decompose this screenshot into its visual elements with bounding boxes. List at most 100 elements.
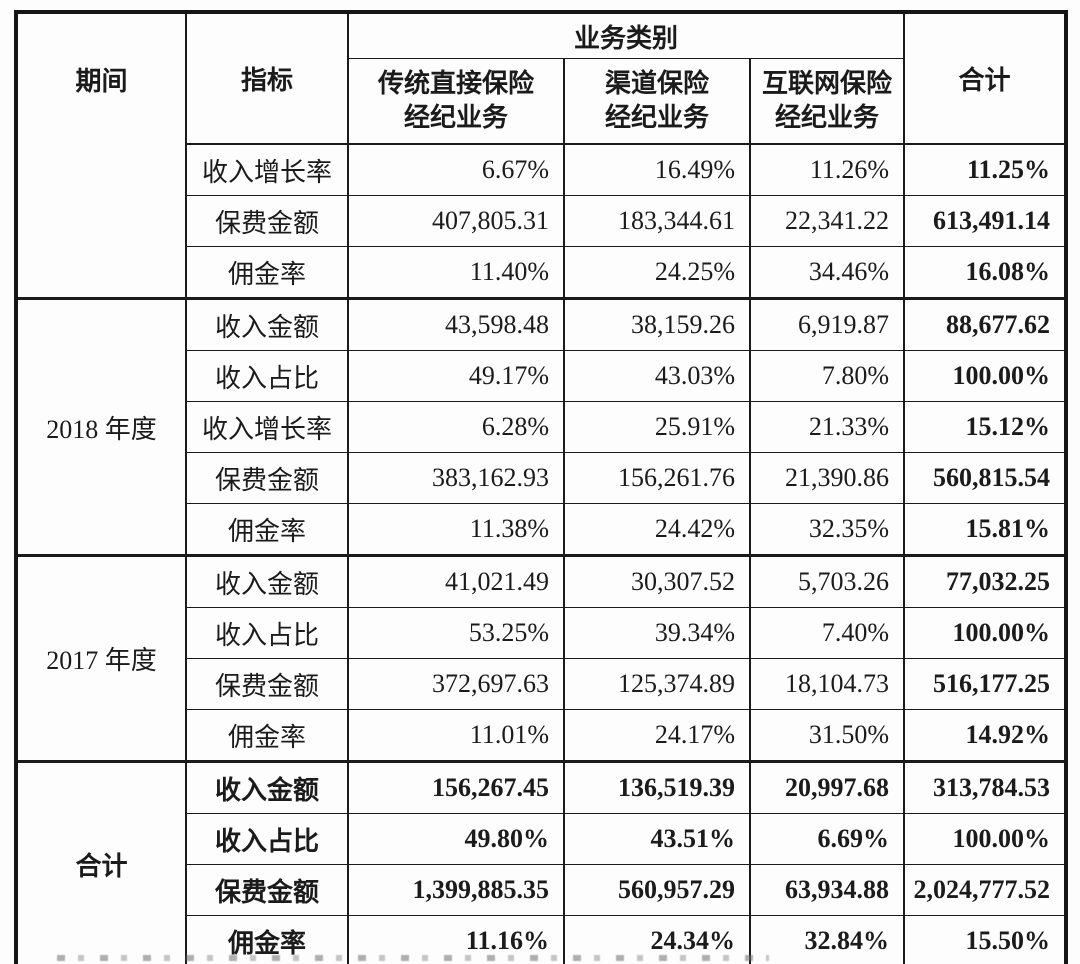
total-cell: 15.12%	[903, 401, 1068, 453]
value-cell: 6.28%	[347, 401, 565, 453]
value-cell: 43.03%	[563, 350, 751, 402]
value-cell: 11.26%	[748, 143, 906, 196]
table-row: 保费金额 383,162.93 156,261.76 21,390.86 560…	[16, 452, 1068, 504]
value-cell: 18,104.73	[748, 658, 906, 710]
value-cell: 25.91%	[563, 401, 751, 453]
header-col-traditional: 传统直接保险 经纪业务	[347, 58, 565, 145]
section-2018: 2018 年度 收入金额 43,598.48 38,159.26 6,919.8…	[15, 297, 1068, 556]
total-cell: 14.92%	[903, 709, 1068, 762]
table-row: 2018 年度 收入金额 43,598.48 38,159.26 6,919.8…	[15, 297, 1068, 556]
row-label: 收入增长率	[185, 143, 349, 196]
value-cell: 20,997.68	[748, 760, 906, 814]
value-cell: 63,934.88	[748, 864, 906, 916]
table-row: 收入占比 53.25% 39.34% 7.40% 100.00%	[16, 607, 1068, 659]
value-cell: 32.35%	[748, 503, 906, 556]
value-cell: 24.25%	[563, 246, 751, 299]
cropped-footnote-remnant	[57, 955, 769, 961]
row-label: 保费金额	[185, 658, 349, 710]
total-cell: 100.00%	[903, 350, 1068, 402]
value-cell: 6.67%	[347, 143, 565, 196]
value-cell: 43.51%	[563, 813, 751, 865]
row-label: 保费金额	[185, 864, 349, 916]
value-cell: 136,519.39	[563, 760, 751, 814]
value-cell: 16.49%	[563, 143, 751, 196]
value-cell: 5,703.26	[748, 554, 906, 608]
value-cell: 372,697.63	[347, 658, 565, 710]
total-cell: 613,491.14	[903, 195, 1068, 247]
total-cell: 313,784.53	[903, 760, 1068, 814]
value-cell: 53.25%	[347, 607, 565, 659]
value-cell: 6.69%	[748, 813, 906, 865]
value-cell: 31.50%	[748, 709, 906, 762]
period-cell: 2018 年度	[15, 297, 187, 556]
value-cell: 30,307.52	[563, 554, 751, 608]
value-cell: 125,374.89	[563, 658, 751, 710]
table-row: 佣金率 11.38% 24.42% 32.35% 15.81%	[16, 503, 1068, 556]
table-row: 佣金率 11.01% 24.17% 31.50% 14.92%	[16, 709, 1068, 762]
total-cell: 77,032.25	[903, 554, 1068, 608]
table-row: 收入占比 49.17% 43.03% 7.80% 100.00%	[16, 350, 1068, 402]
table-header: 期间 指标 业务类别 合计 传统直接保险 经纪业务 渠道保险 经纪业务 互联网保…	[15, 11, 1068, 145]
period-cell: 合计	[15, 760, 187, 964]
row-label: 收入占比	[185, 607, 349, 659]
total-cell: 15.81%	[903, 503, 1068, 556]
value-cell: 22,341.22	[748, 195, 906, 247]
header-indicator: 指标	[185, 11, 349, 145]
table-row: 保费金额 1,399,885.35 560,957.29 63,934.88 2…	[16, 864, 1068, 916]
value-cell: 11.38%	[347, 503, 565, 556]
section-2017: 2017 年度 收入金额 41,021.49 30,307.52 5,703.2…	[15, 554, 1068, 762]
header-total: 合计	[903, 11, 1068, 145]
value-cell: 24.17%	[563, 709, 751, 762]
table-row: 收入占比 49.80% 43.51% 6.69% 100.00%	[16, 813, 1068, 865]
header-business-category: 业务类别	[346, 11, 906, 59]
value-cell: 21,390.86	[748, 452, 906, 504]
row-label: 保费金额	[185, 452, 349, 504]
value-cell: 7.80%	[748, 350, 906, 402]
total-cell: 516,177.25	[903, 658, 1068, 710]
value-cell: 39.34%	[563, 607, 751, 659]
total-cell: 15.50%	[903, 915, 1068, 964]
row-label: 收入金额	[185, 297, 349, 351]
row-label: 保费金额	[185, 195, 349, 247]
total-cell: 16.08%	[903, 246, 1068, 299]
value-cell: 49.80%	[347, 813, 565, 865]
business-category-financial-table: 期间 指标 业务类别 合计 传统直接保险 经纪业务 渠道保险 经纪业务 互联网保…	[14, 10, 1069, 964]
row-label: 收入占比	[185, 813, 349, 865]
header-col-channel: 渠道保险 经纪业务	[563, 58, 751, 145]
value-cell: 1,399,885.35	[347, 864, 565, 916]
total-cell: 2,024,777.52	[903, 864, 1068, 916]
total-cell: 88,677.62	[903, 297, 1068, 351]
total-cell: 100.00%	[903, 813, 1068, 865]
value-cell: 24.42%	[563, 503, 751, 556]
value-cell: 34.46%	[748, 246, 906, 299]
row-label: 佣金率	[185, 709, 349, 762]
header-period: 期间	[15, 11, 187, 144]
value-cell: 560,957.29	[563, 864, 751, 916]
row-label: 佣金率	[185, 503, 349, 556]
row-label: 佣金率	[185, 246, 349, 299]
value-cell: 38,159.26	[563, 297, 751, 351]
value-cell: 21.33%	[748, 401, 906, 453]
value-cell: 7.40%	[748, 607, 906, 659]
row-label: 收入金额	[185, 554, 349, 608]
section-cutoff-period: 收入增长率 6.67% 16.49% 11.26% 11.25% 保费金额 40…	[15, 143, 1068, 299]
section-grand-total: 合计 收入金额 156,267.45 136,519.39 20,997.68 …	[15, 760, 1068, 964]
period-cell: 2017 年度	[15, 554, 187, 762]
total-cell: 100.00%	[903, 607, 1068, 659]
header-col-internet: 互联网保险 经纪业务	[748, 58, 906, 145]
total-cell: 11.25%	[903, 143, 1068, 196]
table-row: 2017 年度 收入金额 41,021.49 30,307.52 5,703.2…	[15, 554, 1068, 762]
total-cell: 560,815.54	[903, 452, 1068, 504]
table-row: 收入增长率 6.67% 16.49% 11.26% 11.25%	[15, 143, 1068, 299]
value-cell: 6,919.87	[748, 297, 906, 351]
row-label: 收入占比	[185, 350, 349, 402]
table-row: 保费金额 372,697.63 125,374.89 18,104.73 516…	[16, 658, 1068, 710]
value-cell: 11.01%	[347, 709, 565, 762]
value-cell: 156,267.45	[347, 760, 565, 814]
table-row: 佣金率 11.40% 24.25% 34.46% 16.08%	[16, 246, 1068, 299]
value-cell: 49.17%	[347, 350, 565, 402]
table-row: 收入增长率 6.28% 25.91% 21.33% 15.12%	[16, 401, 1068, 453]
row-label: 收入金额	[185, 760, 349, 814]
value-cell: 43,598.48	[347, 297, 565, 351]
value-cell: 32.84%	[748, 915, 906, 964]
